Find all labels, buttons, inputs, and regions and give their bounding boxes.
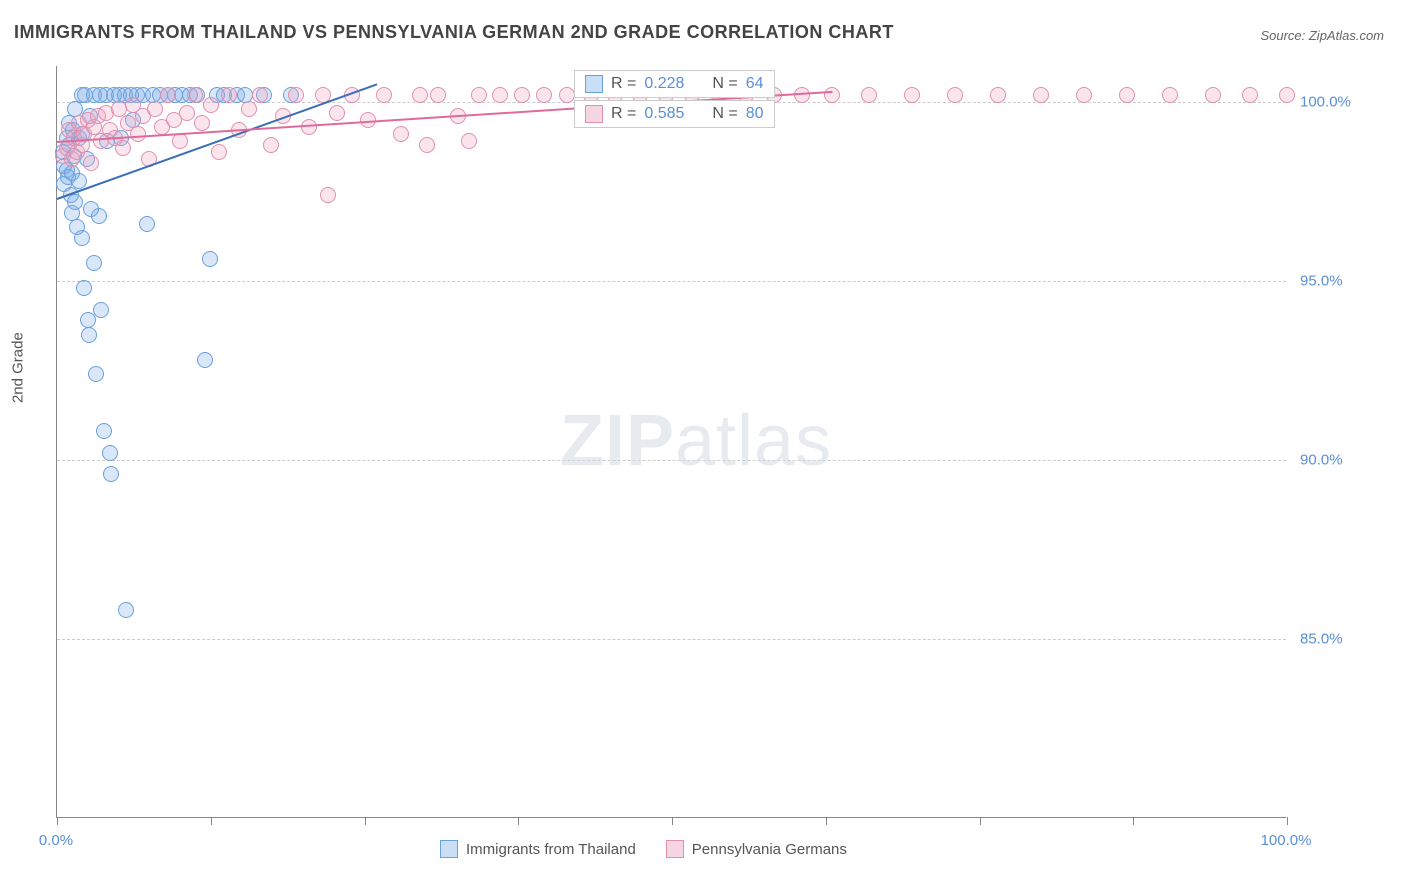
stats-r-value: 0.585 bbox=[644, 105, 684, 123]
ytick-label: 100.0% bbox=[1300, 93, 1351, 110]
scatter-point bbox=[130, 126, 146, 142]
ytick-label: 85.0% bbox=[1300, 630, 1343, 647]
scatter-point bbox=[241, 101, 257, 117]
scatter-point bbox=[947, 87, 963, 103]
scatter-point bbox=[118, 602, 134, 618]
scatter-point bbox=[202, 251, 218, 267]
scatter-point bbox=[187, 87, 203, 103]
watermark-atlas: atlas bbox=[675, 401, 832, 481]
scatter-point bbox=[329, 105, 345, 121]
xtick bbox=[211, 817, 212, 825]
stats-r-value: 0.228 bbox=[644, 75, 684, 93]
scatter-point bbox=[83, 155, 99, 171]
xtick-label: 0.0% bbox=[39, 832, 73, 849]
bottom-legend: Immigrants from Thailand Pennsylvania Ger… bbox=[440, 840, 847, 858]
scatter-point bbox=[160, 87, 176, 103]
scatter-point bbox=[67, 194, 83, 210]
stats-r-label: R = bbox=[611, 75, 636, 93]
scatter-point bbox=[471, 87, 487, 103]
scatter-point bbox=[1205, 87, 1221, 103]
scatter-point bbox=[86, 255, 102, 271]
scatter-point bbox=[93, 302, 109, 318]
xtick bbox=[826, 817, 827, 825]
stats-n-label: N = bbox=[712, 105, 737, 123]
xtick bbox=[365, 817, 366, 825]
stats-box: R = 0.228 N = 64 bbox=[574, 70, 775, 98]
legend-label: Pennsylvania Germans bbox=[692, 841, 847, 858]
legend-swatch bbox=[666, 840, 684, 858]
scatter-point bbox=[990, 87, 1006, 103]
scatter-point bbox=[81, 327, 97, 343]
scatter-point bbox=[1279, 87, 1295, 103]
stats-n-label: N = bbox=[712, 75, 737, 93]
gridline-h bbox=[57, 639, 1286, 640]
source-label: Source: ZipAtlas.com bbox=[1260, 28, 1384, 43]
scatter-point bbox=[1119, 87, 1135, 103]
scatter-point bbox=[824, 87, 840, 103]
xtick bbox=[1133, 817, 1134, 825]
scatter-point bbox=[1242, 87, 1258, 103]
xtick bbox=[57, 817, 58, 825]
watermark: ZIPatlas bbox=[560, 400, 832, 482]
scatter-point bbox=[203, 97, 219, 113]
scatter-point bbox=[76, 280, 92, 296]
scatter-point bbox=[904, 87, 920, 103]
scatter-point bbox=[197, 352, 213, 368]
scatter-point bbox=[376, 87, 392, 103]
scatter-point bbox=[172, 133, 188, 149]
watermark-zip: ZIP bbox=[560, 401, 675, 481]
scatter-point bbox=[139, 216, 155, 232]
scatter-point bbox=[194, 115, 210, 131]
scatter-point bbox=[412, 87, 428, 103]
legend-label: Immigrants from Thailand bbox=[466, 841, 636, 858]
scatter-point bbox=[115, 140, 131, 156]
ytick-label: 95.0% bbox=[1300, 272, 1343, 289]
xtick-label: 100.0% bbox=[1261, 832, 1312, 849]
scatter-point bbox=[103, 466, 119, 482]
scatter-point bbox=[179, 105, 195, 121]
scatter-point bbox=[91, 208, 107, 224]
scatter-point bbox=[1076, 87, 1092, 103]
legend-swatch bbox=[440, 840, 458, 858]
scatter-point bbox=[514, 87, 530, 103]
scatter-point bbox=[252, 87, 268, 103]
xtick bbox=[672, 817, 673, 825]
scatter-point bbox=[1162, 87, 1178, 103]
stats-n-value: 80 bbox=[746, 105, 764, 123]
stats-box: R = 0.585 N = 80 bbox=[574, 100, 775, 128]
scatter-point bbox=[419, 137, 435, 153]
scatter-point bbox=[461, 133, 477, 149]
scatter-point bbox=[492, 87, 508, 103]
scatter-point bbox=[88, 366, 104, 382]
scatter-point bbox=[221, 87, 237, 103]
scatter-point bbox=[71, 173, 87, 189]
legend-item: Immigrants from Thailand bbox=[440, 840, 636, 858]
stats-swatch bbox=[585, 105, 603, 123]
scatter-point bbox=[1033, 87, 1049, 103]
scatter-point bbox=[96, 423, 112, 439]
legend-item: Pennsylvania Germans bbox=[666, 840, 847, 858]
scatter-point bbox=[288, 87, 304, 103]
scatter-point bbox=[263, 137, 279, 153]
scatter-point bbox=[536, 87, 552, 103]
scatter-point bbox=[102, 445, 118, 461]
stats-swatch bbox=[585, 75, 603, 93]
xtick bbox=[518, 817, 519, 825]
stats-n-value: 64 bbox=[746, 75, 764, 93]
ytick-label: 90.0% bbox=[1300, 451, 1343, 468]
scatter-point bbox=[861, 87, 877, 103]
scatter-point bbox=[211, 144, 227, 160]
chart-title: IMMIGRANTS FROM THAILAND VS PENNSYLVANIA… bbox=[14, 22, 894, 43]
scatter-point bbox=[147, 101, 163, 117]
xtick bbox=[980, 817, 981, 825]
stats-r-label: R = bbox=[611, 105, 636, 123]
scatter-point bbox=[74, 230, 90, 246]
gridline-h bbox=[57, 281, 1286, 282]
y-axis-label: 2nd Grade bbox=[10, 332, 27, 403]
scatter-point bbox=[393, 126, 409, 142]
xtick bbox=[1287, 817, 1288, 825]
scatter-point bbox=[430, 87, 446, 103]
scatter-point bbox=[320, 187, 336, 203]
scatter-point bbox=[111, 101, 127, 117]
